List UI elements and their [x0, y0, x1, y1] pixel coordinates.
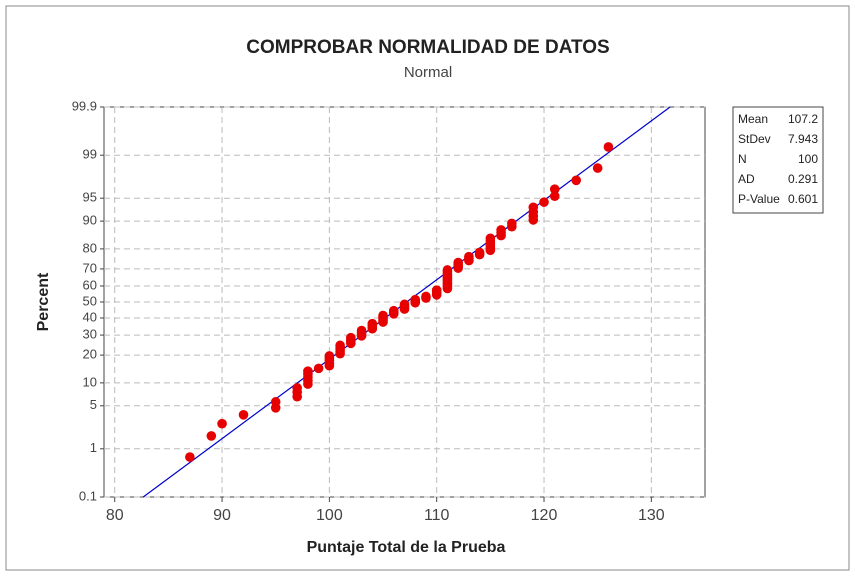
- y-tick-label: 0.1: [79, 488, 97, 503]
- data-point: [549, 184, 560, 194]
- data-point: [185, 452, 195, 462]
- chart-title: COMPROBAR NORMALIDAD DE DATOS: [246, 37, 609, 58]
- data-point: [206, 431, 217, 441]
- data-point: [388, 305, 399, 316]
- stat-value: 0.291: [788, 172, 818, 186]
- data-point: [335, 340, 345, 351]
- data-point: [549, 191, 560, 201]
- data-point: [496, 225, 506, 235]
- x-tick-label: 130: [638, 507, 665, 524]
- data-point: [356, 325, 367, 336]
- x-tick-label: 120: [531, 507, 558, 524]
- stat-label: N: [738, 152, 747, 166]
- data-point: [292, 383, 302, 393]
- stats-box: [732, 106, 824, 214]
- y-tick-label: 70: [83, 260, 97, 275]
- data-point: [442, 265, 453, 275]
- stat-value: 100: [798, 152, 818, 166]
- y-tick-label: 60: [83, 277, 97, 292]
- data-point: [313, 363, 324, 374]
- stat-label: Mean: [738, 112, 768, 126]
- y-tick-label: 99: [83, 147, 97, 162]
- chart-subtitle: Normal: [404, 64, 452, 81]
- data-point: [592, 163, 603, 173]
- data-point: [571, 175, 582, 186]
- data-point: [485, 233, 496, 244]
- data-point: [410, 294, 421, 305]
- data-point: [507, 218, 517, 229]
- data-point: [303, 366, 313, 376]
- data-point: [474, 247, 485, 258]
- data-point: [603, 142, 614, 152]
- y-tick-label: 80: [83, 240, 97, 255]
- x-tick-label: 80: [106, 507, 124, 524]
- data-point: [421, 291, 431, 302]
- data-point: [367, 318, 378, 329]
- stat-label: AD: [738, 172, 755, 186]
- stat-value: 0.601: [788, 192, 818, 206]
- data-point: [270, 397, 281, 407]
- data-point: [453, 257, 463, 268]
- data-point: [346, 332, 356, 343]
- y-tick-label: 95: [83, 190, 97, 205]
- stat-value: 107.2: [788, 112, 818, 126]
- data-point: [431, 285, 442, 295]
- data-point: [399, 299, 410, 310]
- y-tick-label: 1: [90, 440, 97, 455]
- data-point: [464, 251, 474, 262]
- data-point: [324, 351, 335, 361]
- y-tick-label: 10: [83, 374, 97, 389]
- data-point: [217, 418, 227, 429]
- stat-label: StDev: [738, 132, 771, 146]
- x-axis-label: Puntaje Total de la Prueba: [307, 539, 506, 556]
- y-tick-label: 30: [83, 327, 97, 342]
- y-axis-label: Percent: [35, 272, 52, 331]
- data-point: [238, 410, 249, 420]
- y-tick-label: 5: [90, 397, 97, 412]
- stat-value: 7.943: [788, 132, 818, 146]
- y-tick-label: 99.9: [72, 98, 97, 113]
- data-point: [539, 197, 549, 207]
- x-tick-label: 90: [213, 507, 231, 524]
- data-point: [378, 310, 388, 321]
- y-tick-label: 50: [83, 293, 97, 308]
- stat-label: P-Value: [738, 192, 780, 206]
- y-tick-label: 20: [83, 347, 97, 362]
- x-tick-label: 100: [316, 507, 343, 524]
- x-tick-label: 110: [424, 507, 450, 524]
- y-tick-label: 40: [83, 309, 97, 324]
- y-tick-label: 90: [83, 213, 97, 228]
- data-point: [528, 202, 539, 213]
